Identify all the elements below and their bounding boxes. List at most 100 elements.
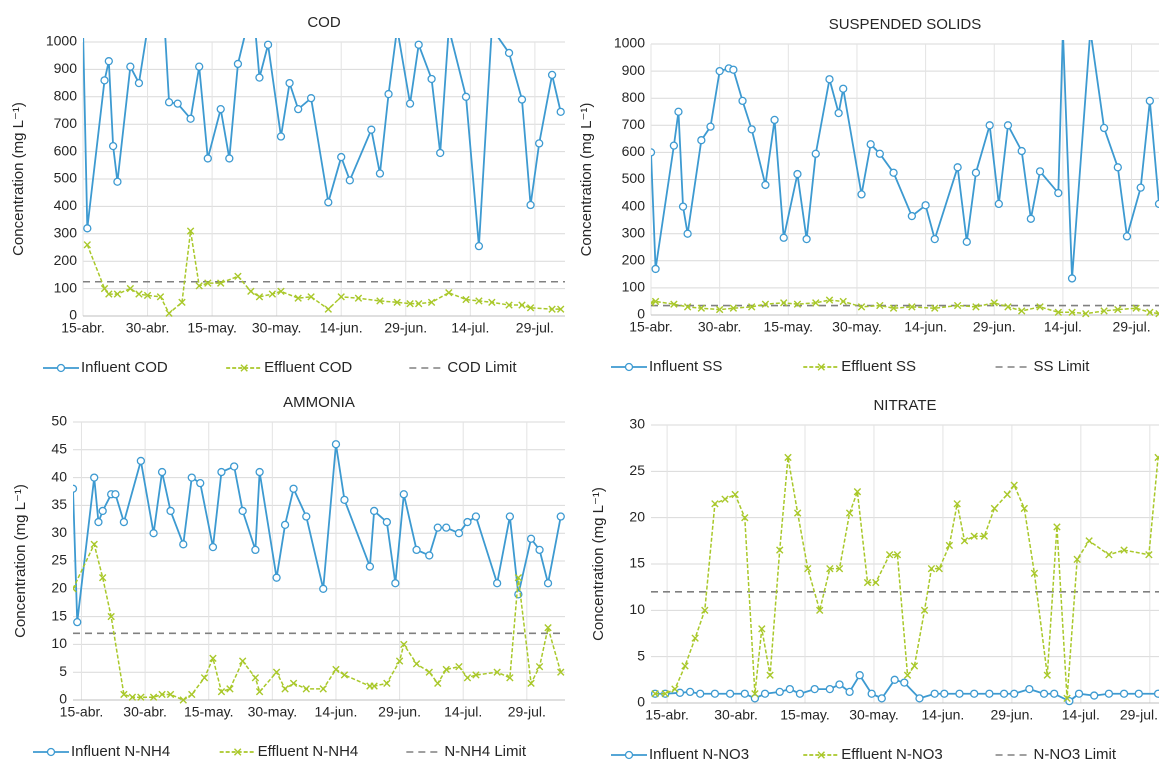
- data-point: [294, 104, 303, 114]
- data-point: [1050, 689, 1059, 698]
- data-point: [683, 229, 692, 238]
- data-point: [920, 606, 929, 615]
- data-point: [393, 298, 401, 306]
- data-point: [1154, 453, 1159, 462]
- legend-label: Effluent COD: [264, 359, 352, 376]
- x-tick-label: 30-abr.: [698, 319, 742, 335]
- data-point: [867, 689, 876, 698]
- data-point: [1090, 691, 1099, 700]
- data-point: [217, 279, 225, 287]
- legend-item: Influent N-NH4: [33, 743, 170, 760]
- data-point: [890, 675, 899, 684]
- data-point: [204, 279, 212, 287]
- x-tick-label: 14-jul.: [1062, 707, 1100, 723]
- data-point: [1145, 551, 1153, 559]
- data-point: [384, 89, 393, 99]
- data-point: [930, 689, 939, 698]
- data-point: [517, 95, 527, 104]
- data-point: [661, 690, 669, 698]
- legend-label: Effluent N-NH4: [258, 743, 359, 760]
- data-point: [691, 634, 699, 642]
- data-point: [889, 168, 898, 177]
- data-point: [557, 668, 565, 676]
- data-point: [1134, 689, 1143, 698]
- data-point: [1003, 121, 1013, 130]
- y-tick-label: 25: [51, 552, 67, 568]
- data-point: [738, 96, 747, 106]
- y-tick-label: 300: [622, 224, 646, 240]
- data-point: [340, 495, 349, 504]
- data-point: [251, 674, 260, 682]
- data-point: [1068, 308, 1076, 316]
- data-point: [908, 303, 916, 311]
- y-tick-label: 10: [51, 635, 67, 651]
- data-point: [651, 264, 660, 274]
- data-point: [971, 168, 981, 177]
- data-point: [747, 125, 756, 134]
- data-point: [731, 490, 739, 499]
- data-point: [557, 305, 565, 313]
- data-point: [73, 618, 82, 627]
- data-point: [340, 671, 349, 679]
- data-point: [962, 237, 971, 246]
- legend-marker: [233, 748, 242, 756]
- x-tick-label: 14-jul.: [1044, 319, 1082, 335]
- data-point: [319, 685, 327, 693]
- plot-area: [73, 440, 565, 704]
- panel: 0 5 10 15 20 25 30 15-abr. 30-abr. 15-may. 30-may.…: [590, 397, 1159, 763]
- data-point: [945, 541, 954, 550]
- legend-marker: [817, 363, 825, 371]
- data-point: [1155, 309, 1159, 318]
- legend-label: N-NH4 Limit: [444, 743, 527, 760]
- legend-marker: [817, 751, 825, 759]
- data-point: [247, 287, 255, 296]
- data-point: [158, 690, 166, 699]
- y-tick-label: 0: [69, 307, 77, 323]
- data-point: [706, 122, 715, 131]
- legend-label: Influent N-NH4: [71, 743, 170, 760]
- chart-title: SUSPENDED SOLIDS: [829, 16, 982, 33]
- data-point: [940, 689, 949, 698]
- data-point: [463, 517, 472, 527]
- data-point: [1063, 694, 1071, 703]
- x-tick-label: 29-jun.: [973, 319, 1016, 335]
- x-tick-label: 15-abr.: [645, 707, 689, 723]
- data-point: [166, 506, 175, 516]
- data-point: [504, 48, 514, 58]
- data-point: [492, 579, 502, 588]
- y-tick-label: 900: [54, 60, 78, 76]
- data-point: [216, 104, 225, 114]
- data-point: [272, 668, 281, 676]
- y-axis-label: Concentration (mg L⁻¹): [590, 487, 607, 641]
- data-point: [839, 297, 847, 306]
- data-point: [272, 573, 281, 582]
- data-point: [289, 484, 298, 493]
- data-point: [729, 304, 738, 312]
- x-tick-label: 30-abr.: [126, 320, 170, 336]
- data-point: [872, 578, 880, 587]
- data-point: [203, 154, 212, 163]
- data-point: [425, 668, 433, 676]
- y-tick-label: 30: [629, 416, 645, 432]
- data-point: [651, 297, 660, 306]
- data-point: [825, 684, 834, 694]
- data-point: [816, 606, 824, 615]
- data-point: [217, 687, 226, 696]
- data-point: [804, 564, 812, 573]
- y-tick-label: 15: [629, 555, 645, 571]
- data-point: [156, 293, 165, 301]
- legend-label: N-NO3 Limit: [1034, 746, 1117, 763]
- data-point: [1146, 308, 1154, 316]
- data-point: [367, 125, 376, 134]
- legend-label: Influent N-NO3: [649, 746, 749, 763]
- data-point: [307, 293, 315, 301]
- legend-marker: [240, 364, 248, 372]
- data-point: [785, 684, 794, 694]
- data-point: [760, 689, 770, 698]
- data-point: [761, 180, 770, 190]
- data-point: [857, 190, 866, 199]
- data-point: [1067, 274, 1077, 283]
- y-tick-label: 1000: [46, 33, 77, 49]
